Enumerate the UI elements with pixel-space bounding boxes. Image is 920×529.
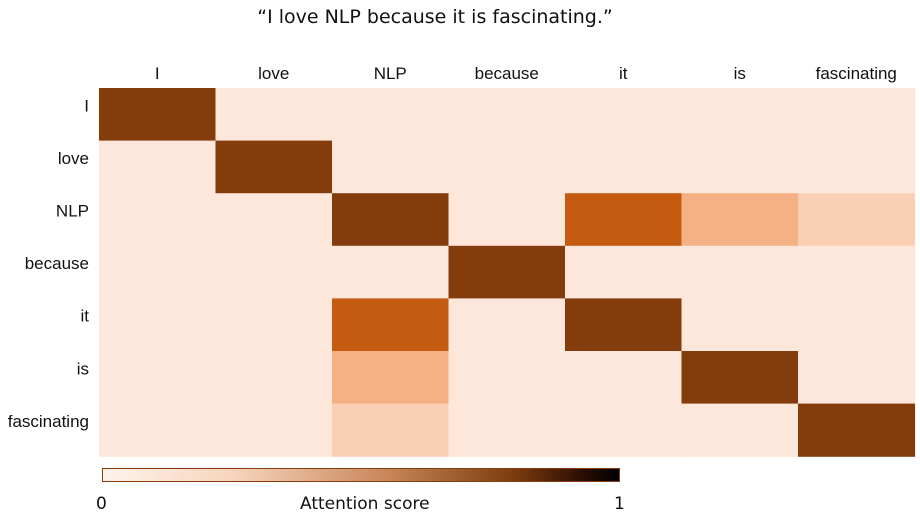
heatmap-cell-3-3 xyxy=(448,245,566,299)
x-tick-label: fascinating xyxy=(816,64,897,83)
heatmap-cell-0-2 xyxy=(332,88,450,142)
y-tick-label: I xyxy=(84,96,89,115)
heatmap-cell-0-3 xyxy=(448,88,566,142)
y-tick-label: love xyxy=(58,149,89,168)
heatmap-cell-4-4 xyxy=(565,298,683,352)
heatmap-cell-3-4 xyxy=(565,245,683,299)
x-tick-label: love xyxy=(258,64,289,83)
heatmap-cell-5-6 xyxy=(798,351,916,405)
heatmap-cell-6-0 xyxy=(99,403,217,457)
colorbar-min-label: 0 xyxy=(96,494,107,514)
colorbar-title: Attention score xyxy=(300,494,430,514)
heatmap-cell-2-2 xyxy=(332,193,450,247)
heatmap-cell-6-5 xyxy=(681,403,799,457)
heatmap-cell-5-2 xyxy=(332,351,450,405)
heatmap-cell-3-5 xyxy=(681,245,799,299)
heatmap-cell-1-4 xyxy=(565,140,683,194)
chart-title: “I love NLP because it is fascinating.” xyxy=(257,6,613,28)
heatmap-cell-3-0 xyxy=(99,245,217,299)
y-tick-label: fascinating xyxy=(8,412,89,431)
heatmap-cell-1-0 xyxy=(99,140,217,194)
heatmap-cell-4-0 xyxy=(99,298,217,352)
heatmap-cell-0-4 xyxy=(565,88,683,142)
heatmap-cell-6-3 xyxy=(448,403,566,457)
heatmap-cell-3-2 xyxy=(332,245,450,299)
heatmap-cell-3-1 xyxy=(215,245,333,299)
heatmap-cell-6-2 xyxy=(332,403,450,457)
heatmap-cell-4-6 xyxy=(798,298,916,352)
heatmap-cell-0-0 xyxy=(99,88,217,142)
y-tick-label: because xyxy=(25,254,89,273)
y-tick-label: it xyxy=(81,307,90,326)
y-tick-label: is xyxy=(77,359,89,378)
x-tick-label: I xyxy=(155,64,160,83)
heatmap-cell-2-4 xyxy=(565,193,683,247)
y-tick-label: NLP xyxy=(56,202,89,221)
x-tick-label: is xyxy=(734,64,746,83)
heatmap-cell-5-4 xyxy=(565,351,683,405)
heatmap-cell-2-1 xyxy=(215,193,333,247)
colorbar-max-label: 1 xyxy=(614,494,625,514)
heatmap-cell-2-6 xyxy=(798,193,916,247)
heatmap-cell-5-0 xyxy=(99,351,217,405)
heatmap-cell-6-6 xyxy=(798,403,916,457)
heatmap-cell-4-5 xyxy=(681,298,799,352)
heatmap-cell-1-3 xyxy=(448,140,566,194)
heatmap-cell-5-3 xyxy=(448,351,566,405)
colorbar xyxy=(102,468,620,482)
heatmap-cell-0-6 xyxy=(798,88,916,142)
heatmap-cell-2-0 xyxy=(99,193,217,247)
heatmap-cell-1-2 xyxy=(332,140,450,194)
heatmap-cell-5-1 xyxy=(215,351,333,405)
x-tick-label: NLP xyxy=(374,64,407,83)
heatmap-cell-2-5 xyxy=(681,193,799,247)
heatmap-cell-1-1 xyxy=(215,140,333,194)
heatmap-cell-4-1 xyxy=(215,298,333,352)
heatmap-cell-0-5 xyxy=(681,88,799,142)
heatmap-cell-4-2 xyxy=(332,298,450,352)
heatmap-cell-4-3 xyxy=(448,298,566,352)
heatmap-cell-6-4 xyxy=(565,403,683,457)
heatmap-cell-3-6 xyxy=(798,245,916,299)
x-tick-label: because xyxy=(475,64,539,83)
heatmap-cell-5-5 xyxy=(681,351,799,405)
heatmap-cell-1-5 xyxy=(681,140,799,194)
x-tick-label: it xyxy=(619,64,628,83)
heatmap-cell-6-1 xyxy=(215,403,333,457)
heatmap-cell-2-3 xyxy=(448,193,566,247)
heatmap-cell-1-6 xyxy=(798,140,916,194)
heatmap-cell-0-1 xyxy=(215,88,333,142)
